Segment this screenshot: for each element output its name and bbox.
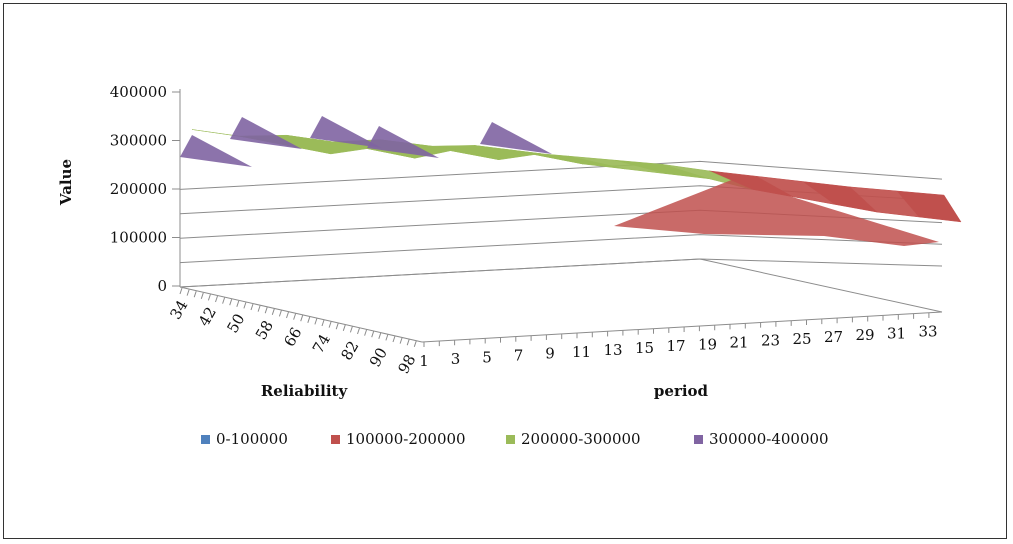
legend-label: 100000-200000 <box>346 430 466 448</box>
period-tick-label: 21 <box>729 334 748 352</box>
surface-peak <box>310 116 382 148</box>
legend-swatch <box>694 435 703 444</box>
surface-plot <box>180 116 962 246</box>
reliability-tick-mark <box>314 318 318 325</box>
period-tick-label: 5 <box>482 348 492 366</box>
legend-swatch <box>201 435 210 444</box>
value-tick-label: 300000 <box>110 132 167 150</box>
reliability-tick-mark <box>371 331 375 338</box>
period-tick-label: 7 <box>514 346 524 364</box>
legend-label: 0-100000 <box>216 430 288 448</box>
legend: 0-100000 100000-200000 200000-300000 300000… <box>201 430 829 448</box>
chart-frame: 400000 300000 200000 100000 0 34 42 50 58 66 74 82… <box>3 3 1007 539</box>
period-tick-label: 11 <box>572 343 591 361</box>
period-axis-title: period <box>654 382 709 400</box>
reliability-tick-mark <box>271 308 275 315</box>
reliability-tick-label: 34 <box>166 297 191 323</box>
reliability-tick-mark <box>179 287 183 295</box>
surface-peak <box>230 117 302 149</box>
reliability-tick-mark <box>385 334 389 341</box>
reliability-tick-mark <box>264 307 268 314</box>
reliability-tick-mark <box>406 339 410 346</box>
gridline <box>179 160 943 190</box>
axes <box>179 89 943 343</box>
legend-swatch <box>506 435 515 444</box>
value-axis-title: Value <box>57 159 75 206</box>
reliability-tick-mark <box>392 335 396 343</box>
reliability-tick-label: 90 <box>366 345 391 371</box>
reliability-tick-mark <box>229 299 233 306</box>
period-tick-label: 33 <box>918 322 937 340</box>
reliability-tick-mark <box>293 313 297 320</box>
value-tick-label: 200000 <box>110 180 167 198</box>
surface-peak <box>480 122 552 154</box>
reliability-tick-mark <box>357 327 360 335</box>
reliability-tick-mark <box>278 310 282 317</box>
reliability-tick-mark <box>207 294 211 301</box>
surface-peak <box>367 126 439 158</box>
value-tick-label: 400000 <box>110 83 167 101</box>
floor-back-edge <box>179 258 701 288</box>
reliability-tick-mark <box>378 332 382 339</box>
reliability-tick-mark <box>342 324 346 331</box>
period-tick-label: 1 <box>419 352 429 370</box>
period-tick-label: 3 <box>451 350 461 368</box>
reliability-tick-label: 98 <box>394 351 419 377</box>
period-tick-label: 31 <box>887 324 906 342</box>
reliability-tick-label: 66 <box>280 324 305 350</box>
period-tick-label: 13 <box>603 341 622 359</box>
reliability-axis-title: Reliability <box>261 382 349 400</box>
legend-label: 200000-300000 <box>521 430 641 448</box>
reliability-tick-mark <box>250 303 254 311</box>
period-tick-label: 25 <box>792 330 811 348</box>
reliability-tick-label: 82 <box>337 338 362 364</box>
reliability-tick-mark <box>243 302 247 309</box>
reliability-tick-mark <box>364 329 368 336</box>
period-tick-label: 17 <box>666 337 685 355</box>
reliability-tick-mark <box>300 315 304 322</box>
period-axis-ticks: 1 3 5 7 9 11 13 15 17 19 21 23 25 27 29 31 33 <box>419 312 938 370</box>
reliability-tick-mark <box>257 305 261 312</box>
reliability-tick-label: 50 <box>223 311 248 337</box>
value-tick-label: 0 <box>157 277 167 295</box>
gridline <box>179 258 943 288</box>
period-tick-label: 19 <box>698 335 717 353</box>
reliability-tick-mark <box>236 300 240 307</box>
reliability-tick-mark <box>349 326 353 333</box>
period-tick-label: 15 <box>635 339 654 357</box>
reliability-tick-mark <box>321 319 325 327</box>
reliability-tick-mark <box>328 321 332 328</box>
surface-low-region <box>614 179 939 246</box>
reliability-tick-mark <box>307 316 311 323</box>
legend-swatch <box>331 435 340 444</box>
period-tick-label: 27 <box>824 328 843 346</box>
reliability-tick-mark <box>286 311 289 319</box>
surface-peak <box>180 135 252 167</box>
reliability-tick-mark <box>399 337 403 344</box>
period-tick-label: 9 <box>545 345 555 363</box>
reliability-tick-mark <box>335 323 339 330</box>
reliability-tick-mark <box>215 295 218 303</box>
reliability-tick-mark <box>200 292 204 299</box>
floor-edge <box>699 258 943 313</box>
gridline <box>179 234 943 264</box>
reliability-tick-mark <box>193 291 197 298</box>
period-tick-label: 29 <box>855 326 874 344</box>
reliability-tick-label: 74 <box>309 331 334 357</box>
reliability-tick-mark <box>413 340 417 347</box>
legend-label: 300000-400000 <box>709 430 829 448</box>
value-tick-label: 100000 <box>110 229 167 247</box>
reliability-tick-label: 42 <box>195 304 220 330</box>
value-axis-ticks: 400000 300000 200000 100000 0 <box>110 83 180 295</box>
period-axis-line <box>421 311 943 343</box>
reliability-tick-label: 58 <box>252 317 277 343</box>
reliability-tick-mark <box>186 289 190 296</box>
reliability-axis-line <box>179 286 423 343</box>
reliability-tick-mark <box>222 297 226 304</box>
surface-chart: 400000 300000 200000 100000 0 34 42 50 58 66 74 82… <box>57 83 962 448</box>
period-tick-label: 23 <box>761 332 780 350</box>
